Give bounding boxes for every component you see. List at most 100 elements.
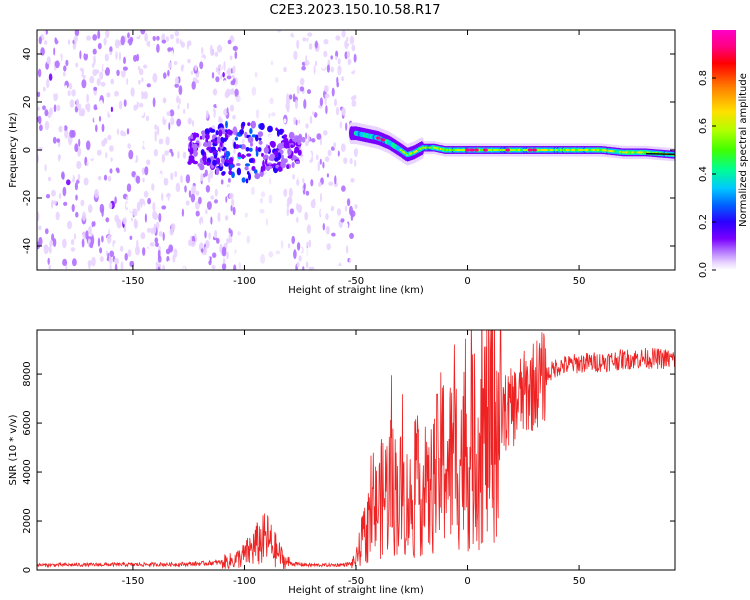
noise-speckle: [308, 170, 313, 177]
spectrogram-y-axis-label: Frequency (Hz): [8, 112, 19, 188]
noise-speckle: [165, 196, 168, 203]
noise-speckle: [184, 185, 187, 193]
noise-speckle: [337, 58, 341, 65]
noise-speckle: [43, 57, 47, 64]
noise-speckle: [204, 101, 210, 107]
noise-speckle: [64, 84, 68, 94]
noise-speckle: [172, 254, 176, 263]
cluster-speckle: [192, 132, 197, 139]
noise-speckle: [46, 56, 51, 65]
noise-speckle: [136, 90, 142, 100]
cluster-speckle: [297, 139, 302, 146]
noise-speckle: [86, 93, 89, 103]
noise-speckle: [70, 169, 73, 178]
noise-speckle: [61, 171, 65, 180]
noise-speckle: [176, 95, 180, 104]
cluster-speckle: [197, 163, 202, 167]
noise-speckle: [194, 100, 200, 105]
noise-speckle: [183, 67, 186, 77]
noise-speckle: [99, 247, 103, 254]
snr-panel: -150 -100 -50 0 50 0 2000 4000 6000 8000 Height …: [8, 329, 676, 596]
noise-speckle: [86, 161, 89, 167]
noise-speckle: [276, 30, 282, 33]
noise-speckle: [83, 258, 88, 264]
cluster-speckle: [275, 127, 278, 131]
noise-speckle: [350, 177, 355, 183]
noise-speckle: [345, 65, 350, 72]
noise-speckle: [294, 99, 299, 109]
signal-peak: [402, 150, 405, 153]
noise-speckle: [153, 166, 157, 174]
noise-speckle: [205, 185, 211, 193]
signal-peak: [649, 151, 653, 154]
noise-speckle: [115, 51, 118, 60]
colorbar-ticks: 0.0 0.2 0.4 0.6 0.8: [698, 70, 716, 278]
noise-speckle: [155, 67, 161, 76]
noise-speckle: [324, 96, 327, 106]
noise-speckle: [105, 217, 110, 223]
signal-hotspot: [474, 148, 479, 152]
noise-speckle: [345, 245, 349, 254]
noise-speckle: [178, 85, 183, 96]
noise-speckle: [77, 173, 81, 181]
noise-speckle: [122, 92, 128, 102]
signal-peak: [645, 151, 649, 154]
noise-speckle: [230, 80, 236, 86]
noise-speckle: [158, 212, 162, 223]
noise-speckle: [62, 71, 66, 77]
noise-speckle: [131, 190, 135, 201]
noise-speckle: [310, 179, 314, 187]
noise-speckle: [141, 167, 146, 175]
signal-peak: [457, 149, 460, 151]
noise-speckle: [127, 143, 131, 149]
signal-peak: [652, 152, 655, 154]
noise-speckle: [211, 72, 215, 79]
noise-speckle: [114, 72, 117, 81]
signal-peak: [548, 149, 551, 151]
noise-speckle: [322, 223, 325, 231]
signal-peak: [423, 146, 426, 149]
noise-speckle: [348, 187, 353, 197]
noise-speckle: [331, 108, 336, 113]
signal-peak: [623, 151, 626, 154]
noise-speckle: [114, 39, 120, 49]
signal-peak: [599, 149, 602, 151]
noise-speckle: [222, 199, 225, 204]
cluster-speckle: [215, 167, 220, 176]
noise-speckle: [142, 247, 146, 256]
cluster-speckle: [261, 152, 264, 157]
noise-speckle: [67, 220, 72, 230]
noise-speckle: [322, 150, 326, 159]
signal-peak: [583, 149, 586, 151]
cluster-speckle: [287, 147, 292, 156]
noise-speckle: [130, 217, 133, 222]
noise-speckle: [56, 244, 61, 252]
noise-speckle: [55, 211, 60, 221]
noise-speckle: [205, 209, 208, 215]
noise-speckle: [166, 111, 171, 116]
signal-hotspot: [376, 136, 381, 140]
noise-speckle: [301, 136, 306, 143]
noise-speckle: [226, 75, 232, 80]
noise-speckle: [207, 76, 210, 87]
noise-speckle: [177, 104, 180, 110]
noise-speckle: [340, 255, 345, 266]
noise-speckle: [214, 244, 220, 255]
noise-speckle: [286, 93, 290, 102]
noise-speckle: [251, 186, 255, 196]
noise-speckle: [308, 43, 313, 50]
signal-peak: [451, 149, 454, 151]
noise-speckle: [162, 97, 167, 104]
noise-speckle: [340, 41, 344, 48]
noise-speckle: [222, 72, 225, 78]
noise-speckle: [182, 151, 187, 159]
noise-speckle: [333, 98, 338, 107]
signal-peak: [639, 151, 642, 154]
noise-speckle: [123, 166, 127, 176]
cluster-speckle: [255, 150, 259, 157]
noise-speckle: [180, 175, 183, 184]
noise-speckle: [185, 250, 190, 259]
signal-peak: [604, 149, 607, 152]
noise-speckle: [296, 39, 300, 50]
noise-speckle: [287, 196, 293, 205]
